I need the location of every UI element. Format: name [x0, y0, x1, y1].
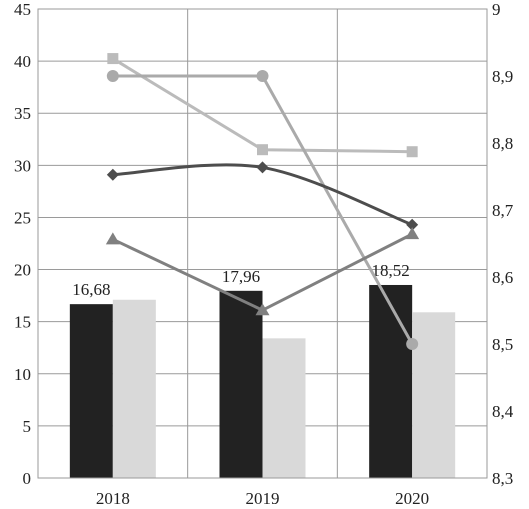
y-axis-left-tick-label: 30: [14, 156, 31, 175]
bar-2-2020: [412, 312, 456, 478]
y-axis-right-tick-label: 8,3: [492, 469, 513, 488]
line-1-square-marker-2020: [406, 146, 418, 158]
y-axis-right-tick-label: 8,9: [492, 67, 513, 86]
y-axis-right-tick-label: 8,8: [492, 134, 513, 153]
y-axis-right-tick-label: 8,6: [492, 268, 513, 287]
bar-2-2018: [112, 299, 156, 478]
line-3-diamond-marker-2019: [256, 161, 269, 174]
line-series-3: [112, 163, 413, 227]
line-2-circle-marker-2020: [406, 338, 419, 350]
bar-data-label: 17,96: [222, 267, 260, 286]
y-axis-left-tick-label: 0: [23, 469, 32, 488]
line-3-diamond-marker-2018: [106, 168, 119, 181]
y-axis-left-tick-label: 10: [14, 365, 31, 384]
plot-frame: [37, 8, 488, 479]
line-4-triangle-marker-2019: [255, 303, 270, 316]
line-4-triangle-marker-2020: [405, 227, 420, 240]
x-axis-category-label: 2019: [246, 489, 280, 508]
line-2-circle-marker-2018: [106, 70, 119, 82]
y-axis-left-tick-label: 35: [14, 104, 31, 123]
line-1-square-marker-2019: [257, 144, 268, 156]
y-axis-right-tick-label: 8,5: [492, 335, 513, 354]
bar-1-2019: [219, 290, 263, 478]
y-axis-left-tick-label: 40: [14, 52, 31, 71]
y-axis-left-tick-label: 5: [23, 417, 32, 436]
x-axis-category-label: 2020: [395, 489, 429, 508]
y-axis-right-tick-label: 9: [492, 0, 501, 19]
bar-1-2020: [369, 284, 413, 478]
y-axis-left-tick-label: 15: [14, 313, 31, 332]
bar-1-2018: [69, 304, 113, 478]
y-axis-left-tick-label: 20: [14, 261, 31, 280]
bar-2-2019: [262, 338, 306, 478]
y-axis-left-tick-label: 25: [14, 208, 31, 227]
line-1-square-marker-2018: [107, 53, 119, 65]
line-2-circle-marker-2019: [256, 70, 269, 82]
line-3-diamond-marker-2020: [406, 218, 419, 231]
y-axis-left-tick-label: 45: [14, 0, 31, 19]
bar-data-label: 18,52: [372, 261, 410, 280]
y-axis-right-tick-label: 8,7: [492, 201, 514, 220]
y-axis-right-tick-label: 8,4: [492, 402, 514, 421]
bar-data-label: 16,68: [72, 280, 110, 299]
line-4-triangle-marker-2018: [105, 232, 120, 245]
x-axis-category-label: 2018: [96, 489, 130, 508]
